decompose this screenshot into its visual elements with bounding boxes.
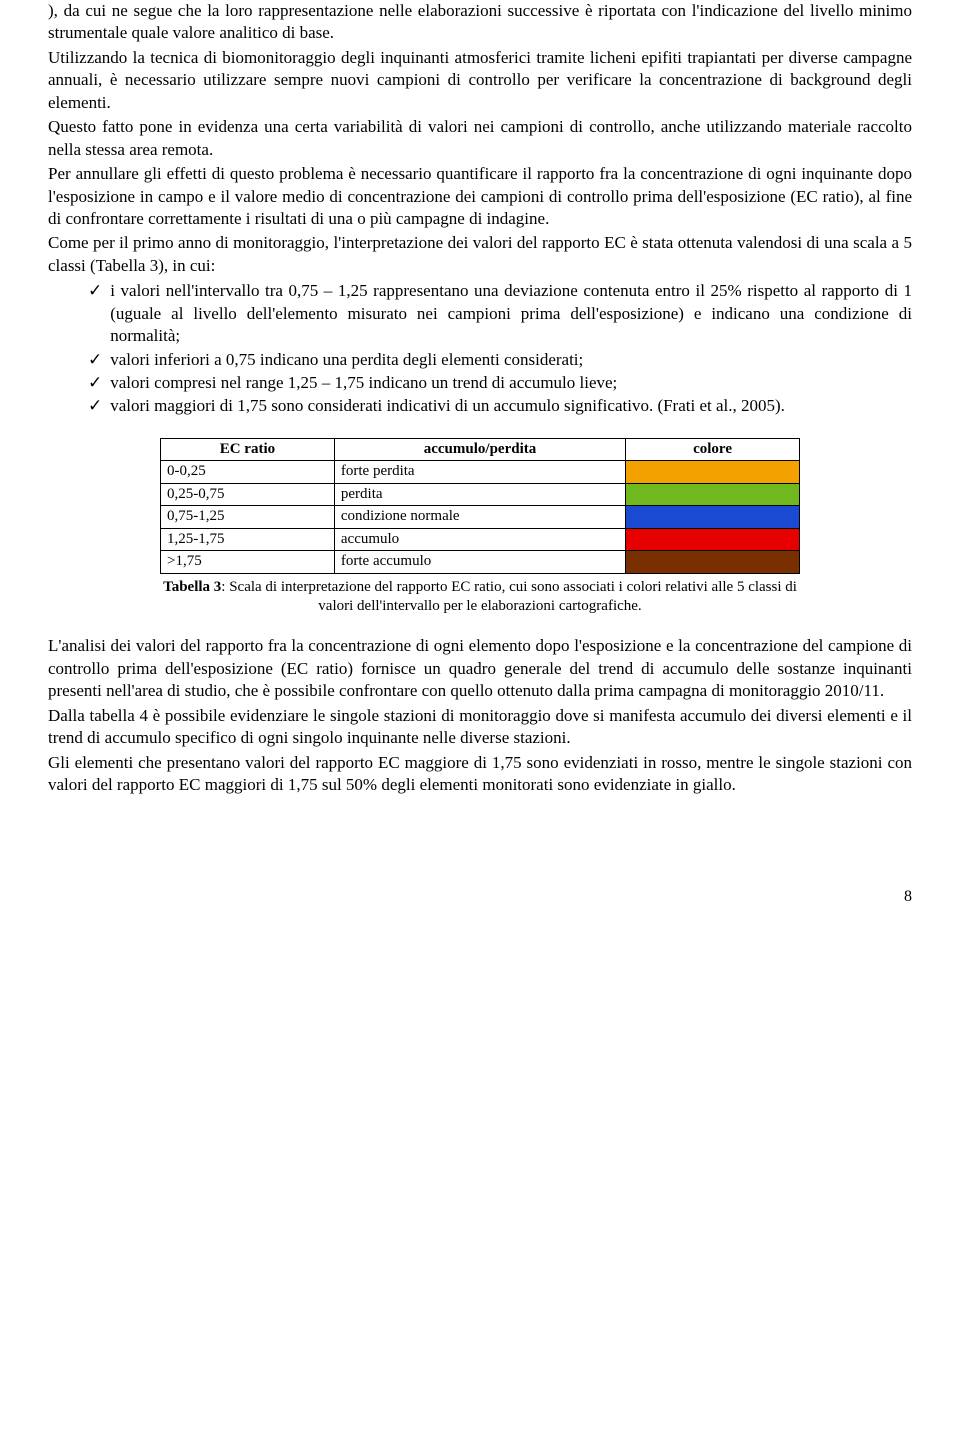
- col-header-range: EC ratio: [161, 438, 335, 461]
- list-item: ✓ valori inferiori a 0,75 indicano una p…: [88, 349, 912, 371]
- cell-label: accumulo: [334, 528, 625, 551]
- check-icon: ✓: [88, 349, 102, 371]
- table-row: 1,25-1,75accumulo: [161, 528, 800, 551]
- page-number: 8: [48, 886, 912, 907]
- cell-range: 0,75-1,25: [161, 506, 335, 529]
- col-header-color: colore: [626, 438, 800, 461]
- cell-range: 0-0,25: [161, 461, 335, 484]
- paragraph: Dalla tabella 4 è possibile evidenziare …: [48, 705, 912, 750]
- paragraph: Questo fatto pone in evidenza una certa …: [48, 116, 912, 161]
- table-row: >1,75forte accumulo: [161, 551, 800, 574]
- cell-label: condizione normale: [334, 506, 625, 529]
- cell-color-swatch: [626, 461, 800, 484]
- cell-range: 0,25-0,75: [161, 483, 335, 506]
- bullet-list: ✓ i valori nell'intervallo tra 0,75 – 1,…: [48, 280, 912, 418]
- table-row: 0,75-1,25condizione normale: [161, 506, 800, 529]
- cell-range: 1,25-1,75: [161, 528, 335, 551]
- check-icon: ✓: [88, 372, 102, 394]
- paragraph: Per annullare gli effetti di questo prob…: [48, 163, 912, 230]
- list-item: ✓ valori maggiori di 1,75 sono considera…: [88, 395, 912, 417]
- list-text: valori inferiori a 0,75 indicano una per…: [110, 349, 912, 371]
- caption-bold: Tabella 3: [163, 579, 221, 595]
- list-text: i valori nell'intervallo tra 0,75 – 1,25…: [110, 280, 912, 347]
- list-text: valori compresi nel range 1,25 – 1,75 in…: [110, 372, 912, 394]
- table-container: EC ratio accumulo/perdita colore 0-0,25f…: [160, 438, 800, 574]
- check-icon: ✓: [88, 395, 102, 417]
- ec-ratio-table: EC ratio accumulo/perdita colore 0-0,25f…: [160, 438, 800, 574]
- list-item: ✓ i valori nell'intervallo tra 0,75 – 1,…: [88, 280, 912, 347]
- list-text: valori maggiori di 1,75 sono considerati…: [110, 395, 912, 417]
- cell-label: forte accumulo: [334, 551, 625, 574]
- caption-rest: : Scala di interpretazione del rapporto …: [221, 579, 797, 614]
- paragraph: Utilizzando la tecnica di biomonitoraggi…: [48, 47, 912, 114]
- table-row: 0-0,25forte perdita: [161, 461, 800, 484]
- table-row: 0,25-0,75perdita: [161, 483, 800, 506]
- paragraph: Gli elementi che presentano valori del r…: [48, 752, 912, 797]
- col-header-label: accumulo/perdita: [334, 438, 625, 461]
- table-caption: Tabella 3: Scala di interpretazione del …: [150, 578, 810, 616]
- cell-label: forte perdita: [334, 461, 625, 484]
- cell-color-swatch: [626, 483, 800, 506]
- cell-range: >1,75: [161, 551, 335, 574]
- cell-color-swatch: [626, 506, 800, 529]
- paragraph: ), da cui ne segue che la loro rappresen…: [48, 0, 912, 45]
- cell-label: perdita: [334, 483, 625, 506]
- list-item: ✓ valori compresi nel range 1,25 – 1,75 …: [88, 372, 912, 394]
- check-icon: ✓: [88, 280, 102, 347]
- cell-color-swatch: [626, 528, 800, 551]
- paragraph: L'analisi dei valori del rapporto fra la…: [48, 635, 912, 702]
- cell-color-swatch: [626, 551, 800, 574]
- paragraph: Come per il primo anno di monitoraggio, …: [48, 232, 912, 277]
- table-header-row: EC ratio accumulo/perdita colore: [161, 438, 800, 461]
